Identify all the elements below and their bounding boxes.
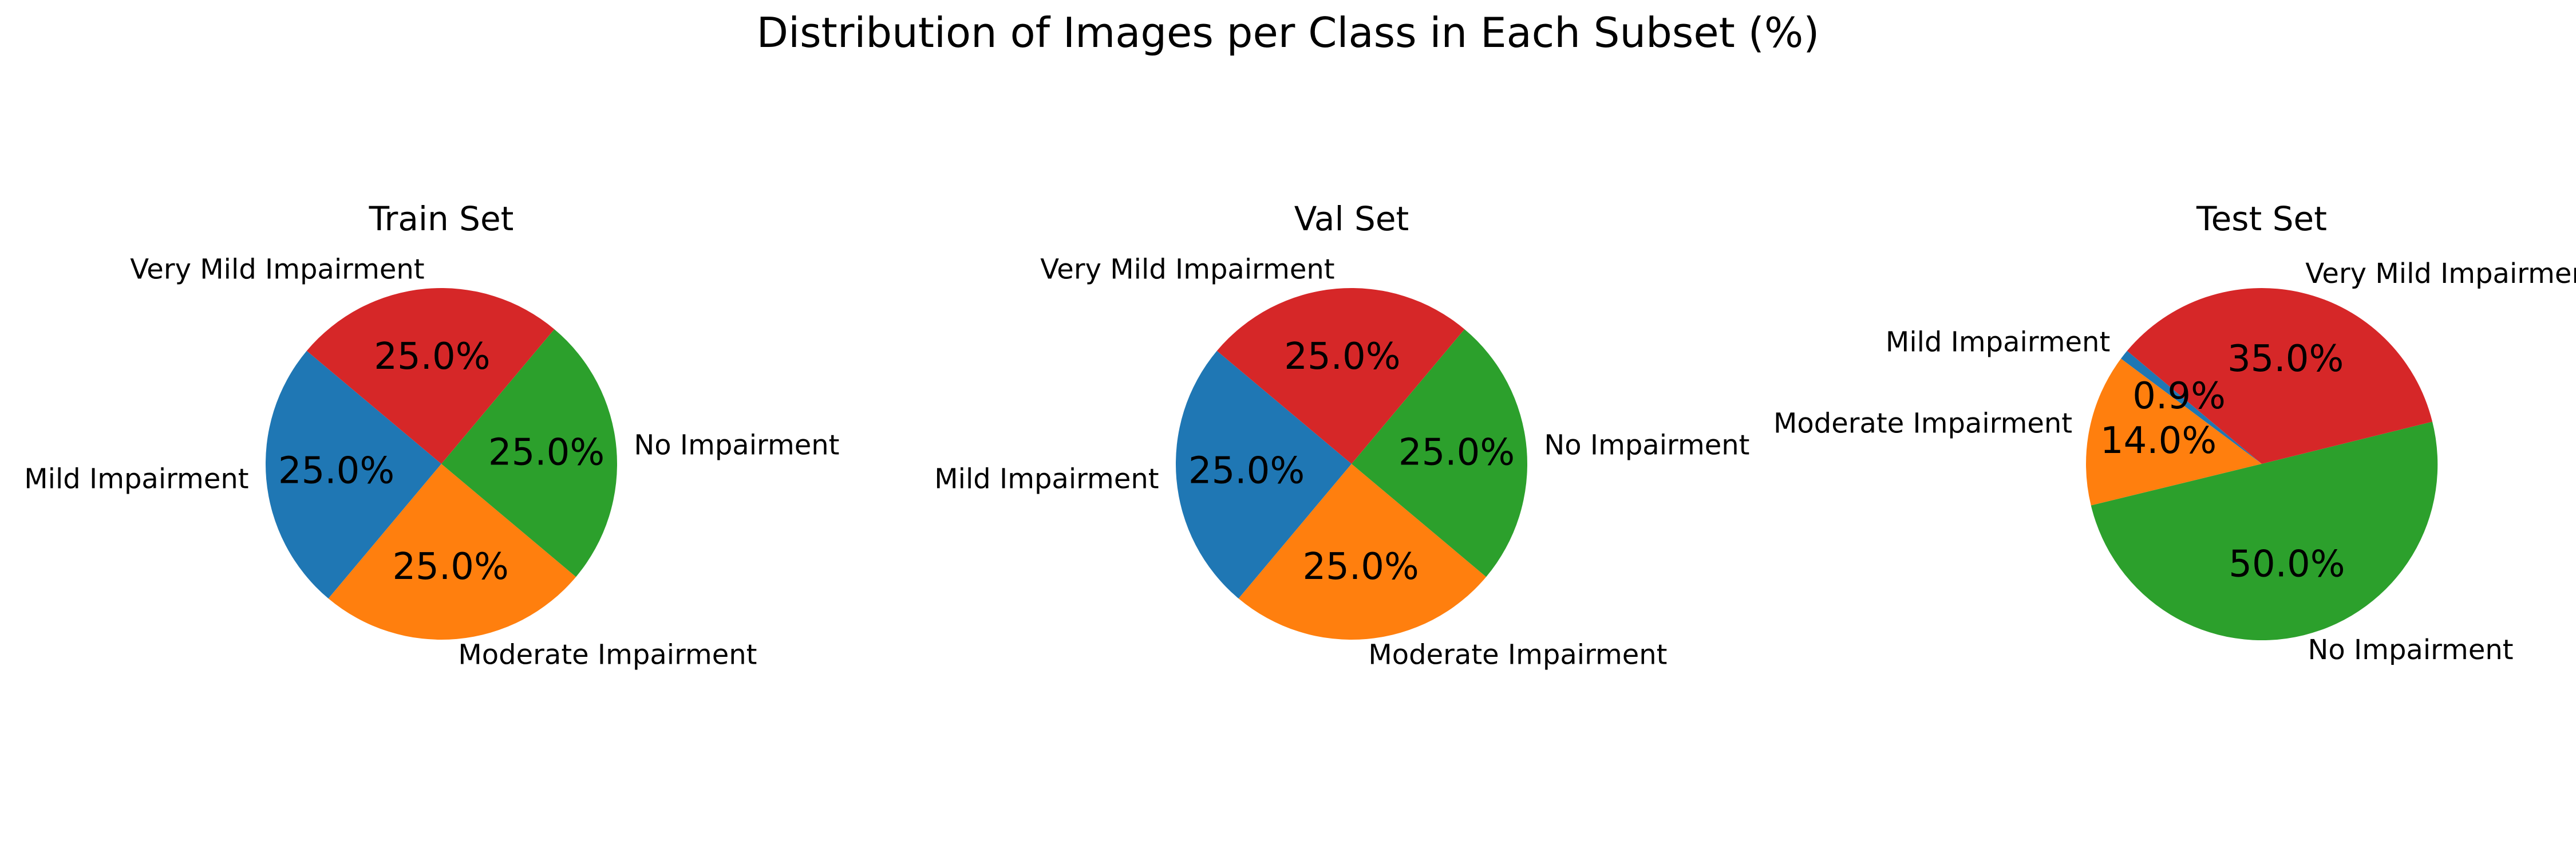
slice-moderate-impairment [2086,358,2262,506]
pie-train-set: Train Set Mild Impairment 25.0% Moderate Im… [24,199,839,671]
slice-percent-no-impairment: 50.0% [2229,543,2345,585]
slice-percent-moderate-impairment: 25.0% [1302,546,1419,588]
pie-test-set: Test Set Mild Impairment 0.9% Moderate Impa… [1773,199,2576,666]
slice-no-impairment [2091,421,2438,641]
pie-val-set: Val Set Mild Impairment 25.0% Moderate Impa… [934,199,1749,671]
slice-percent-mild-impairment: 0.9% [2132,375,2226,417]
slice-very-mild-impairment [1216,287,1465,464]
slice-mild-impairment [1175,350,1352,599]
slice-percent-no-impairment: 25.0% [1398,431,1515,474]
slice-label-very-mild-impairment: Very Mild Impairment [130,254,424,286]
slice-percent-very-mild-impairment: 35.0% [2227,338,2344,380]
figure-title: Distribution of Images per Class in Each… [757,9,1820,57]
slice-label-mild-impairment: Mild Impairment [24,463,248,495]
slice-percent-no-impairment: 25.0% [488,431,605,474]
slice-moderate-impairment [328,464,576,640]
slice-label-very-mild-impairment: Very Mild Impairment [1040,254,1334,286]
slice-label-moderate-impairment: Moderate Impairment [1368,639,1667,671]
slice-label-mild-impairment: Mild Impairment [934,463,1159,495]
slice-mild-impairment [2121,350,2262,464]
slice-very-mild-impairment [2127,287,2433,464]
slice-very-mild-impairment [306,287,555,464]
slice-mild-impairment [265,350,441,599]
slice-label-moderate-impairment: Moderate Impairment [458,639,757,671]
slice-label-no-impairment: No Impairment [2308,634,2514,666]
slice-label-no-impairment: No Impairment [634,430,839,462]
pie-title: Train Set [369,199,514,238]
pie-title: Test Set [2196,199,2327,238]
slice-no-impairment [441,329,618,577]
slice-percent-very-mild-impairment: 25.0% [374,336,490,378]
slice-percent-moderate-impairment: 14.0% [2100,420,2217,462]
slice-label-moderate-impairment: Moderate Impairment [1773,408,2072,440]
slice-percent-moderate-impairment: 25.0% [392,546,508,588]
slice-label-mild-impairment: Mild Impairment [1886,326,2110,358]
pie-title: Val Set [1294,199,1409,238]
slice-no-impairment [1352,329,1528,577]
slice-percent-mild-impairment: 25.0% [1188,450,1305,492]
slice-label-very-mild-impairment: Very Mild Impairment [2305,258,2576,290]
slice-moderate-impairment [1238,464,1487,640]
slice-label-no-impairment: No Impairment [1544,430,1749,462]
slice-percent-mild-impairment: 25.0% [278,450,394,492]
slice-percent-very-mild-impairment: 25.0% [1284,336,1400,378]
